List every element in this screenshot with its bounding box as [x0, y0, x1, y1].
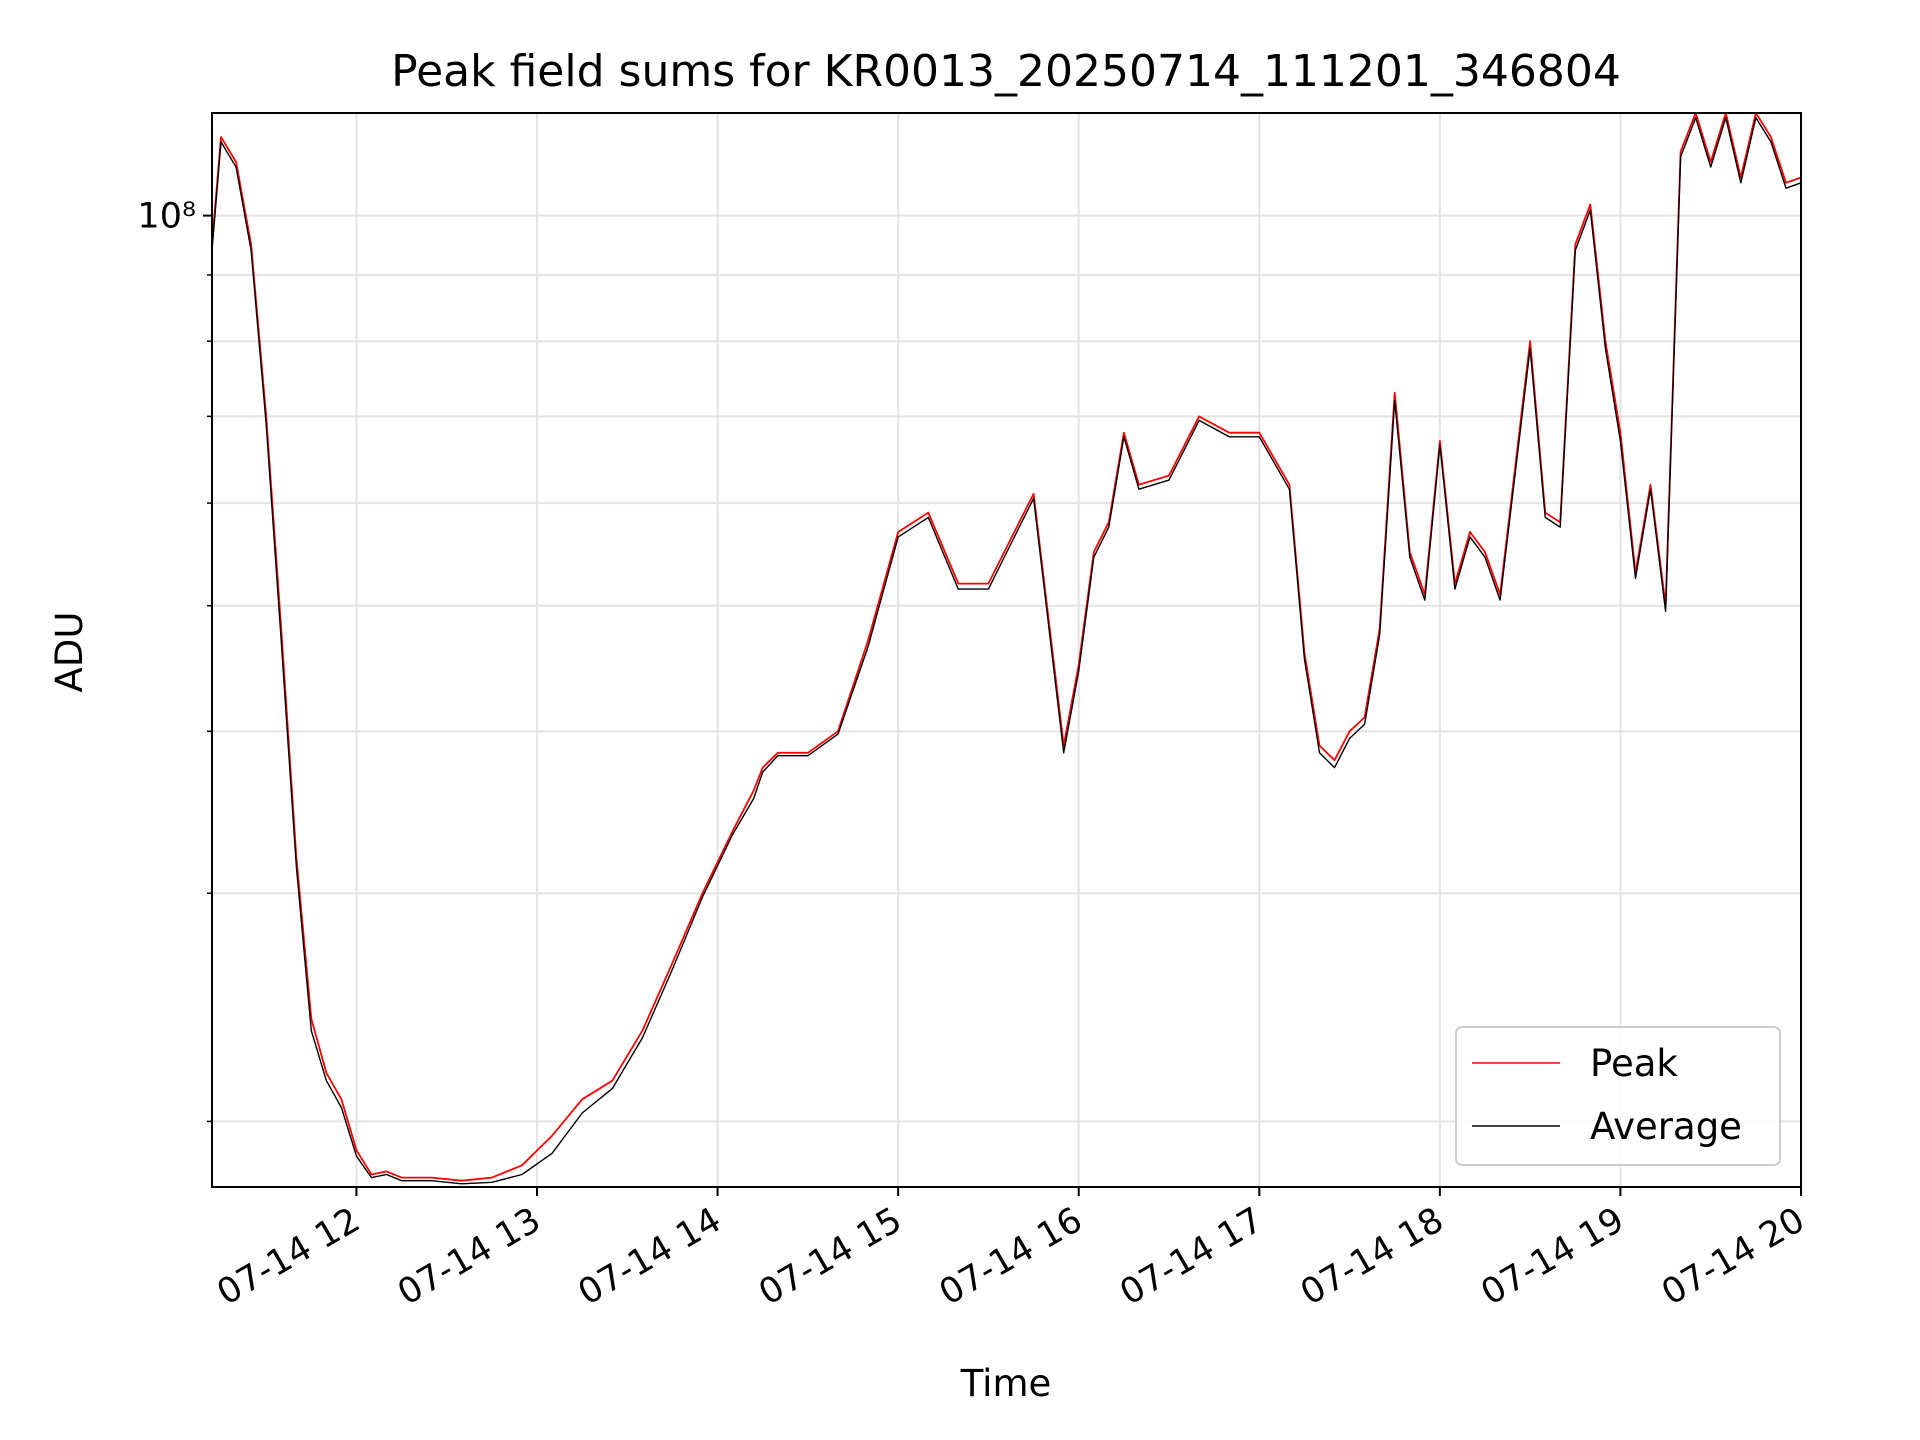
- series-line-peak: [211, 112, 1802, 1182]
- series-line-average: [211, 116, 1802, 1185]
- chart-title: Peak field sums for KR0013_20250714_1112…: [391, 46, 1621, 97]
- y-tick-label: 10⁸: [137, 197, 196, 237]
- plot-frame: [211, 112, 1802, 1188]
- series-lines: [211, 112, 1802, 1185]
- y-axis-ticks: 10⁸: [137, 197, 212, 1123]
- legend-label-average: Average: [1590, 1105, 1742, 1148]
- legend-box: [1455, 1026, 1781, 1166]
- y-axis-label: ADU: [48, 612, 91, 693]
- legend-label-peak: Peak: [1590, 1042, 1678, 1085]
- legend: Peak Average: [1455, 1026, 1781, 1166]
- x-axis-label: Time: [960, 1362, 1052, 1405]
